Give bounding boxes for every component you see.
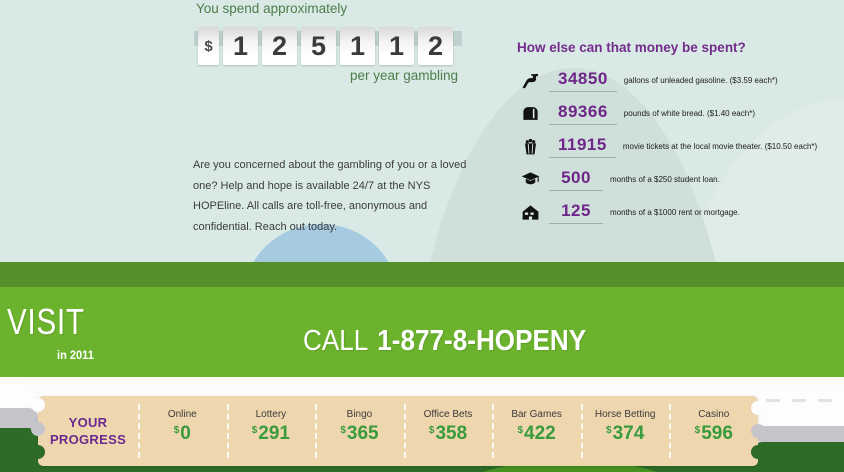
list-item: 500 months of a $250 student loan.	[517, 163, 837, 196]
spend-value: 11915	[549, 135, 616, 158]
category-value: $365	[340, 423, 379, 444]
ticket-stub-left-white	[0, 384, 36, 408]
ticket-stub-dashes	[766, 399, 844, 402]
spend-label: pounds of white bread. ($1.40 each*)	[623, 109, 755, 118]
currency-symbol: $	[428, 425, 435, 436]
spend-panel-list: 34850 gallons of unleaded gasoline. ($3.…	[517, 64, 837, 229]
category-name: Bar Games	[511, 409, 562, 420]
popcorn-icon	[517, 137, 543, 156]
category-name: Casino	[698, 409, 730, 420]
visit-heading: VISIT	[7, 301, 85, 342]
category-value: $596	[694, 423, 733, 444]
counter-digit: 2	[262, 27, 297, 65]
ground-bump	[470, 461, 670, 472]
currency-symbol: $	[173, 425, 180, 436]
house-icon	[517, 203, 543, 222]
category-value: $374	[606, 423, 645, 444]
category-name: Horse Betting	[594, 409, 656, 420]
call-hopeny-line: CALL 1-877-8-HOPENY	[303, 325, 586, 358]
hopeline-help-text: Are you concerned about the gambling of …	[193, 159, 467, 233]
call-prefix: CALL	[303, 325, 369, 357]
ticket-notch	[31, 422, 45, 436]
spend-label: months of a $1000 rent or mortgage.	[610, 208, 740, 217]
ticket-notch	[31, 398, 45, 412]
graduation-cap-icon	[517, 170, 543, 189]
counter-title: You spend approximately	[196, 1, 348, 16]
counter-digit: 2	[418, 27, 453, 65]
spend-label: months of a $250 student loan.	[610, 175, 720, 184]
bread-icon	[517, 104, 543, 123]
ticket-stub-right-white	[756, 391, 844, 426]
spend-label: movie tickets at the local movie theater…	[622, 142, 818, 151]
banner-top-strip	[0, 262, 844, 287]
visit-subheading: in 2011	[57, 348, 94, 362]
progress-step-bar-games[interactable]: Bar Games $422	[492, 396, 581, 466]
category-value: $291	[251, 423, 290, 444]
progress-step-casino[interactable]: Casino $596	[669, 396, 758, 466]
spend-value: 125	[549, 201, 603, 224]
category-value: $422	[517, 423, 556, 444]
progress-step-horse-betting[interactable]: Horse Betting $374	[580, 396, 670, 466]
category-name: Online	[167, 409, 197, 420]
ticket-notch	[751, 424, 765, 438]
ticket-notch	[31, 445, 45, 459]
banner-band	[0, 287, 844, 377]
category-name: Office Bets	[423, 409, 473, 420]
list-item: 34850 gallons of unleaded gasoline. ($3.…	[517, 64, 837, 97]
currency-symbol: $	[198, 27, 219, 65]
spend-value: 89366	[549, 102, 617, 125]
progress-label-line1: YOUR	[68, 415, 108, 430]
progress-ticket: YOUR PROGRESS Online $0 Lottery $291 Bin…	[38, 396, 758, 466]
progress-label-line2: PROGRESS	[49, 432, 127, 447]
currency-symbol: $	[517, 425, 524, 436]
spend-value: 34850	[549, 69, 617, 92]
category-value: $358	[428, 423, 468, 444]
category-name: Lottery	[255, 409, 287, 420]
list-item: 89366 pounds of white bread. ($1.40 each…	[517, 97, 837, 130]
ticket-notch	[751, 445, 765, 459]
counter-digit: 5	[301, 27, 336, 65]
spend-label: gallons of unleaded gasoline. ($3.59 eac…	[623, 76, 778, 85]
currency-symbol: $	[694, 425, 701, 436]
ticket-stub-right-gray	[754, 426, 844, 442]
gas-pump-icon	[517, 71, 543, 90]
ground-band	[0, 464, 844, 472]
counter-caption: per year gambling	[349, 68, 458, 83]
hopeline-phone-number: 1-877-8-HOPENY	[377, 325, 587, 357]
progress-label: YOUR PROGRESS	[38, 396, 138, 466]
spend-panel-title: How else can that money be spent?	[517, 40, 746, 55]
amount-counter: $ 1 2 5 1 1 2	[198, 27, 453, 65]
category-value: $0	[173, 423, 191, 444]
counter-digit: 1	[223, 27, 258, 65]
progress-step-online[interactable]: Online $0	[138, 396, 227, 466]
list-item: 125 months of a $1000 rent or mortgage.	[517, 196, 837, 229]
progress-step-lottery[interactable]: Lottery $291	[226, 396, 316, 466]
list-item: 11915 movie tickets at the local movie t…	[517, 130, 837, 163]
counter-digit: 1	[340, 27, 375, 65]
currency-symbol: $	[251, 425, 258, 436]
category-name: Bingo	[346, 409, 373, 420]
spend-value: 500	[549, 168, 603, 191]
ticket-stub-left-gray	[0, 408, 38, 430]
progress-step-office-bets[interactable]: Office Bets $358	[403, 396, 493, 466]
ticket-notch	[751, 401, 765, 415]
currency-symbol: $	[340, 425, 346, 436]
currency-symbol: $	[606, 425, 612, 436]
counter-digit: 1	[379, 27, 414, 65]
progress-step-bingo[interactable]: Bingo $365	[315, 396, 404, 466]
